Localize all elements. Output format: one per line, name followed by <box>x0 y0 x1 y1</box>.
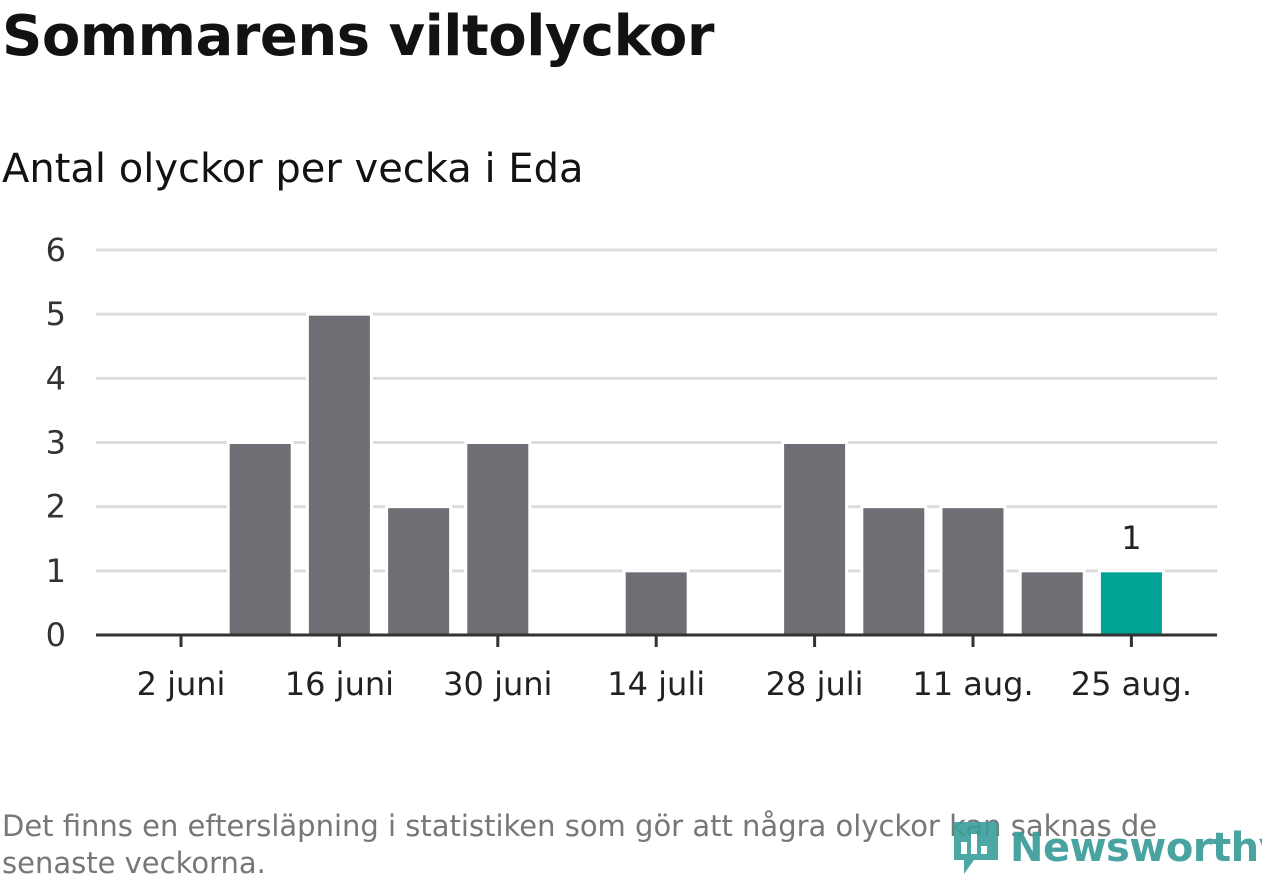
bar-chart: 0 1 2 3 4 5 6 2 juni 16 juni 30 juni 14 juli 28 ju… <box>46 231 1217 703</box>
x-tick-label: 16 juni <box>285 665 394 703</box>
x-tick-label: 28 juli <box>766 665 864 703</box>
logo-text: Newsworthy <box>1010 825 1262 871</box>
bars <box>226 312 1165 637</box>
y-tick-label: 4 <box>46 359 66 397</box>
x-tick-label: 25 aug. <box>1071 665 1192 703</box>
y-tick-label: 6 <box>46 231 66 269</box>
chart-subtitle: Antal olyckor per vecka i Eda <box>2 146 584 192</box>
y-tick-label: 2 <box>46 488 66 526</box>
bar <box>781 441 849 637</box>
newsworthy-logo: Newsworthy <box>952 818 1262 878</box>
y-tick-label: 3 <box>46 424 66 462</box>
bar <box>385 505 453 637</box>
y-tick-label: 5 <box>46 295 66 333</box>
x-axis-ticks: 2 juni 16 juni 30 juni 14 juli 28 juli 11 aug… <box>137 635 1192 703</box>
highlighted-bar <box>1097 569 1165 637</box>
x-tick-label: 14 juli <box>607 665 705 703</box>
bar <box>622 569 690 637</box>
bar <box>464 441 532 637</box>
newsworthy-logo-icon <box>954 822 998 874</box>
x-tick-label: 30 juni <box>443 665 552 703</box>
y-axis-ticks: 0 1 2 3 4 5 6 <box>46 231 66 654</box>
x-tick-label: 11 aug. <box>912 665 1033 703</box>
y-tick-label: 0 <box>46 616 66 654</box>
y-tick-label: 1 <box>46 552 66 590</box>
bar <box>860 505 928 637</box>
bar <box>305 312 373 637</box>
bar <box>226 441 294 637</box>
bar <box>939 505 1007 637</box>
chart-title: Sommarens viltolyckor <box>2 4 714 69</box>
x-tick-label: 2 juni <box>137 665 226 703</box>
bar <box>1018 569 1086 637</box>
highlight-value-label: 1 <box>1121 519 1141 557</box>
data-labels: 1 <box>1121 519 1141 557</box>
